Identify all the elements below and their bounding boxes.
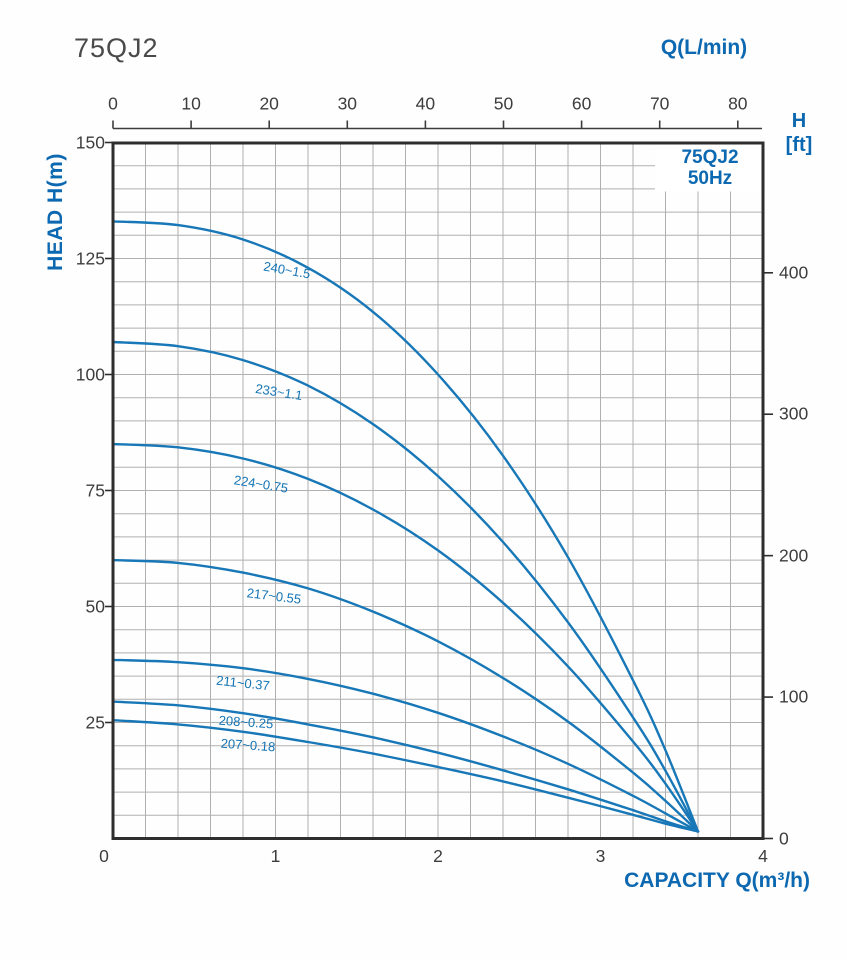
plot-border bbox=[111, 141, 765, 840]
pump-curve-208~0.25 bbox=[111, 700, 700, 833]
left-axis-tick-label: 75 bbox=[85, 480, 105, 500]
right-axis-tick-label: 400 bbox=[779, 262, 809, 283]
top-axis-tick-label: 60 bbox=[571, 93, 592, 114]
pump-curve-217~0.55 bbox=[111, 558, 700, 833]
model-badge-line1: 75QJ2 bbox=[681, 147, 739, 168]
pump-curve-211~0.37 bbox=[111, 658, 700, 833]
pump-curve-207~0.18 bbox=[111, 719, 700, 833]
right-axis-title-line2: [ft] bbox=[785, 134, 813, 156]
top-axis-title: Q(L/min) bbox=[660, 36, 748, 59]
right-axis-title-line1: H bbox=[791, 110, 807, 132]
bottom-axis-tick-label: 0 bbox=[99, 846, 109, 866]
right-axis-tick-label: 200 bbox=[779, 545, 809, 566]
left-axis-tick-label: 50 bbox=[85, 596, 105, 616]
frequency-badge-line2: 50Hz bbox=[687, 168, 733, 189]
right-axis-tick-label: 0 bbox=[779, 828, 789, 848]
badge-background bbox=[655, 144, 762, 192]
left-axis-tick-label: 125 bbox=[75, 248, 105, 268]
left-axis-tick-label: 150 bbox=[75, 132, 105, 152]
pump-curve-224~0.75 bbox=[111, 442, 700, 833]
pump-curve-233~1.1 bbox=[111, 340, 700, 833]
right-axis-tick-label: 300 bbox=[779, 403, 809, 424]
top-axis-tick-label: 50 bbox=[493, 93, 514, 114]
bottom-axis-tick-label: 3 bbox=[595, 846, 606, 866]
top-axis-tick-label: 0 bbox=[108, 93, 118, 114]
bottom-axis-tick-label: 1 bbox=[270, 846, 281, 866]
page-title: 75QJ2 bbox=[74, 33, 159, 63]
bottom-axis-tick-label: 4 bbox=[758, 846, 768, 866]
bottom-axis-title: CAPACITY Q(m³/h) bbox=[624, 869, 810, 892]
top-axis-tick-label: 30 bbox=[337, 93, 358, 114]
pump-curve-240~1.5 bbox=[111, 220, 700, 833]
top-axis-tick-label: 20 bbox=[259, 93, 279, 114]
bottom-axis-tick-label: 2 bbox=[433, 846, 443, 866]
left-axis-tick-label: 100 bbox=[75, 364, 105, 384]
top-axis-tick-label: 70 bbox=[649, 93, 670, 114]
left-axis-tick-label: 25 bbox=[85, 712, 105, 732]
top-axis-tick-label: 10 bbox=[181, 93, 201, 114]
top-axis-tick-label: 80 bbox=[728, 93, 748, 114]
right-axis-tick-label: 100 bbox=[779, 686, 809, 707]
top-axis-tick-label: 40 bbox=[415, 93, 436, 114]
